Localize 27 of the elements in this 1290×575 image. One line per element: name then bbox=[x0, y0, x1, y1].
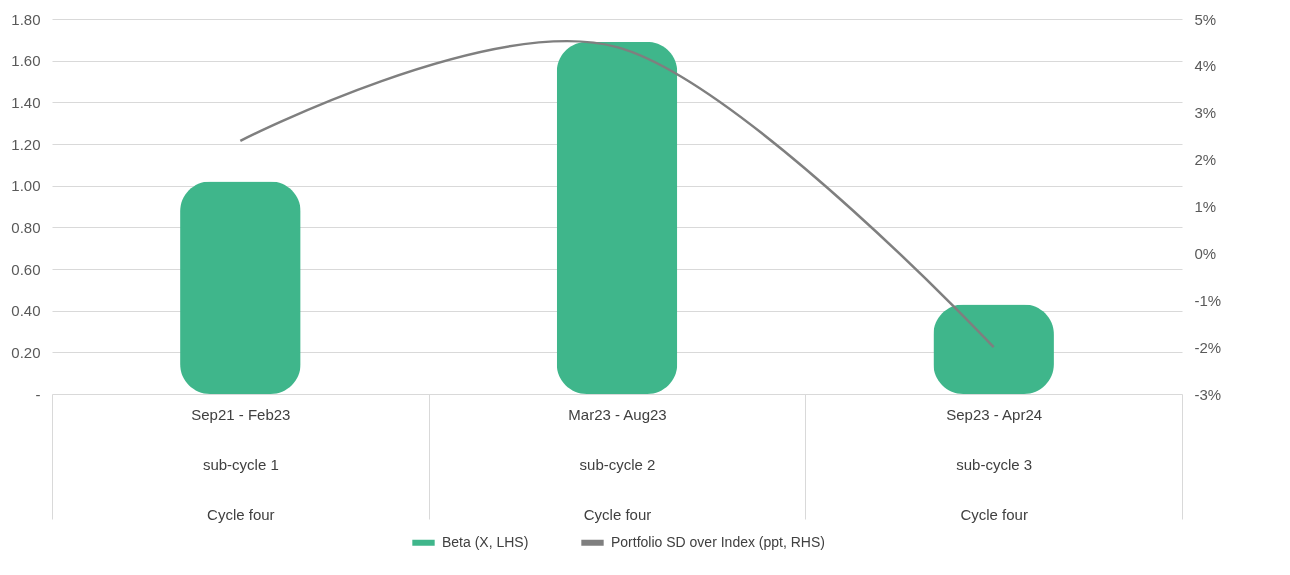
y2-tick-label: -3% bbox=[1194, 385, 1222, 403]
bar bbox=[933, 304, 1054, 394]
y-tick-label: 0.80 bbox=[11, 218, 41, 236]
y2-tick-label: 2% bbox=[1194, 151, 1217, 169]
category-label: Mar23 - Aug23 sub-cycle 2 Cycle four bbox=[568, 405, 667, 523]
y-tick-label: 0.60 bbox=[11, 260, 41, 278]
y2-tick-label: 0% bbox=[1194, 244, 1217, 262]
category-label: Sep23 - Apr24 sub-cycle 3 Cycle four bbox=[946, 405, 1043, 523]
y-tick-label: 1.00 bbox=[11, 177, 41, 195]
y2-tick-label: -1% bbox=[1194, 291, 1222, 309]
category-label: Sep21 - Feb23 sub-cycle 1 Cycle four bbox=[191, 405, 291, 523]
y-tick-label: 1.80 bbox=[11, 10, 41, 28]
y2-tick-label: 5% bbox=[1194, 10, 1217, 28]
y2-tick-label: 4% bbox=[1194, 57, 1217, 75]
y-tick-label: 0.20 bbox=[11, 343, 41, 361]
y-tick-label: 1.60 bbox=[11, 52, 41, 70]
legend-label: Beta (X, LHS) bbox=[442, 533, 529, 550]
bar bbox=[180, 181, 301, 394]
y-tick-label: 1.40 bbox=[11, 93, 41, 111]
y2-tick-label: 3% bbox=[1194, 104, 1217, 122]
y-tick-label: 1.20 bbox=[11, 135, 41, 153]
y2-tick-label: 1% bbox=[1194, 198, 1217, 215]
legend-label: Portfolio SD over Index (ppt, RHS) bbox=[611, 533, 825, 550]
bar bbox=[556, 41, 678, 394]
y-tick-label: 0.40 bbox=[11, 302, 41, 320]
y-tick-label: - bbox=[35, 385, 41, 403]
y2-tick-label: -2% bbox=[1194, 338, 1222, 356]
